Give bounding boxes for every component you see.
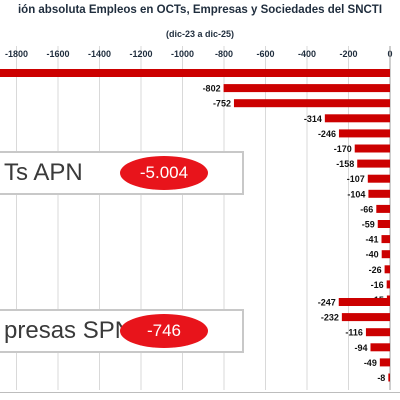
data-label: -104 <box>347 189 365 199</box>
bar <box>233 99 390 108</box>
x-tick-label: -1800 <box>5 49 28 59</box>
data-label: -246 <box>318 129 336 139</box>
data-label: -247 <box>318 298 336 308</box>
bar <box>365 328 390 337</box>
data-label: -26 <box>369 265 382 275</box>
bar <box>341 313 390 322</box>
x-tick-label: -1400 <box>88 49 111 59</box>
bar <box>354 144 390 153</box>
data-label: -49 <box>364 358 377 368</box>
bar <box>223 84 390 93</box>
data-label: -170 <box>334 144 352 154</box>
bar <box>324 114 390 123</box>
bottom-rule <box>0 392 400 393</box>
bar <box>388 373 390 382</box>
data-label: -107 <box>347 174 365 184</box>
data-label: -752 <box>213 99 231 109</box>
chart-subtitle: (dic-23 a dic-25) <box>165 29 235 39</box>
data-label: -94 <box>354 343 367 353</box>
callout-box-apn: Ts APN -5.004 <box>0 151 244 195</box>
bar <box>357 159 390 168</box>
callout-value-spn: -746 <box>120 314 208 348</box>
bar <box>370 343 390 352</box>
data-label: -16 <box>371 280 384 290</box>
bar <box>384 265 390 274</box>
bar <box>381 235 390 244</box>
x-tick-label: -200 <box>339 49 357 59</box>
bar <box>379 358 390 367</box>
bar <box>381 250 390 259</box>
data-label: -158 <box>336 159 354 169</box>
callout-box-spn: presas SPN -746 <box>0 309 244 353</box>
data-label: -59 <box>362 220 375 230</box>
bar <box>0 69 390 77</box>
data-label: -116 <box>345 328 363 338</box>
data-label: -41 <box>365 235 378 245</box>
data-label: -232 <box>321 313 339 323</box>
x-tick-label: -1200 <box>129 49 152 59</box>
x-tick-label: -400 <box>298 49 316 59</box>
data-label: -8 <box>377 373 385 383</box>
callout-label-spn: presas SPN <box>4 317 133 344</box>
bar <box>377 220 390 228</box>
data-label: -314 <box>304 114 322 124</box>
bar <box>368 189 390 198</box>
x-tick-label: -600 <box>256 49 274 59</box>
bar <box>386 280 390 289</box>
bar <box>338 129 390 138</box>
data-label: -66 <box>360 204 373 214</box>
data-label: -40 <box>366 250 379 260</box>
bar <box>367 174 390 183</box>
x-tick-label: -1600 <box>46 49 69 59</box>
x-tick-label: -800 <box>215 49 233 59</box>
data-label: -802 <box>203 84 221 94</box>
callout-value-apn: -5.004 <box>120 156 208 190</box>
callout-label-apn: Ts APN <box>4 159 83 186</box>
bar <box>338 298 390 306</box>
bar <box>376 204 390 213</box>
x-tick-label: -1000 <box>171 49 194 59</box>
chart-title: ión absoluta Empleos en OCTs, Empresas y… <box>17 4 383 16</box>
